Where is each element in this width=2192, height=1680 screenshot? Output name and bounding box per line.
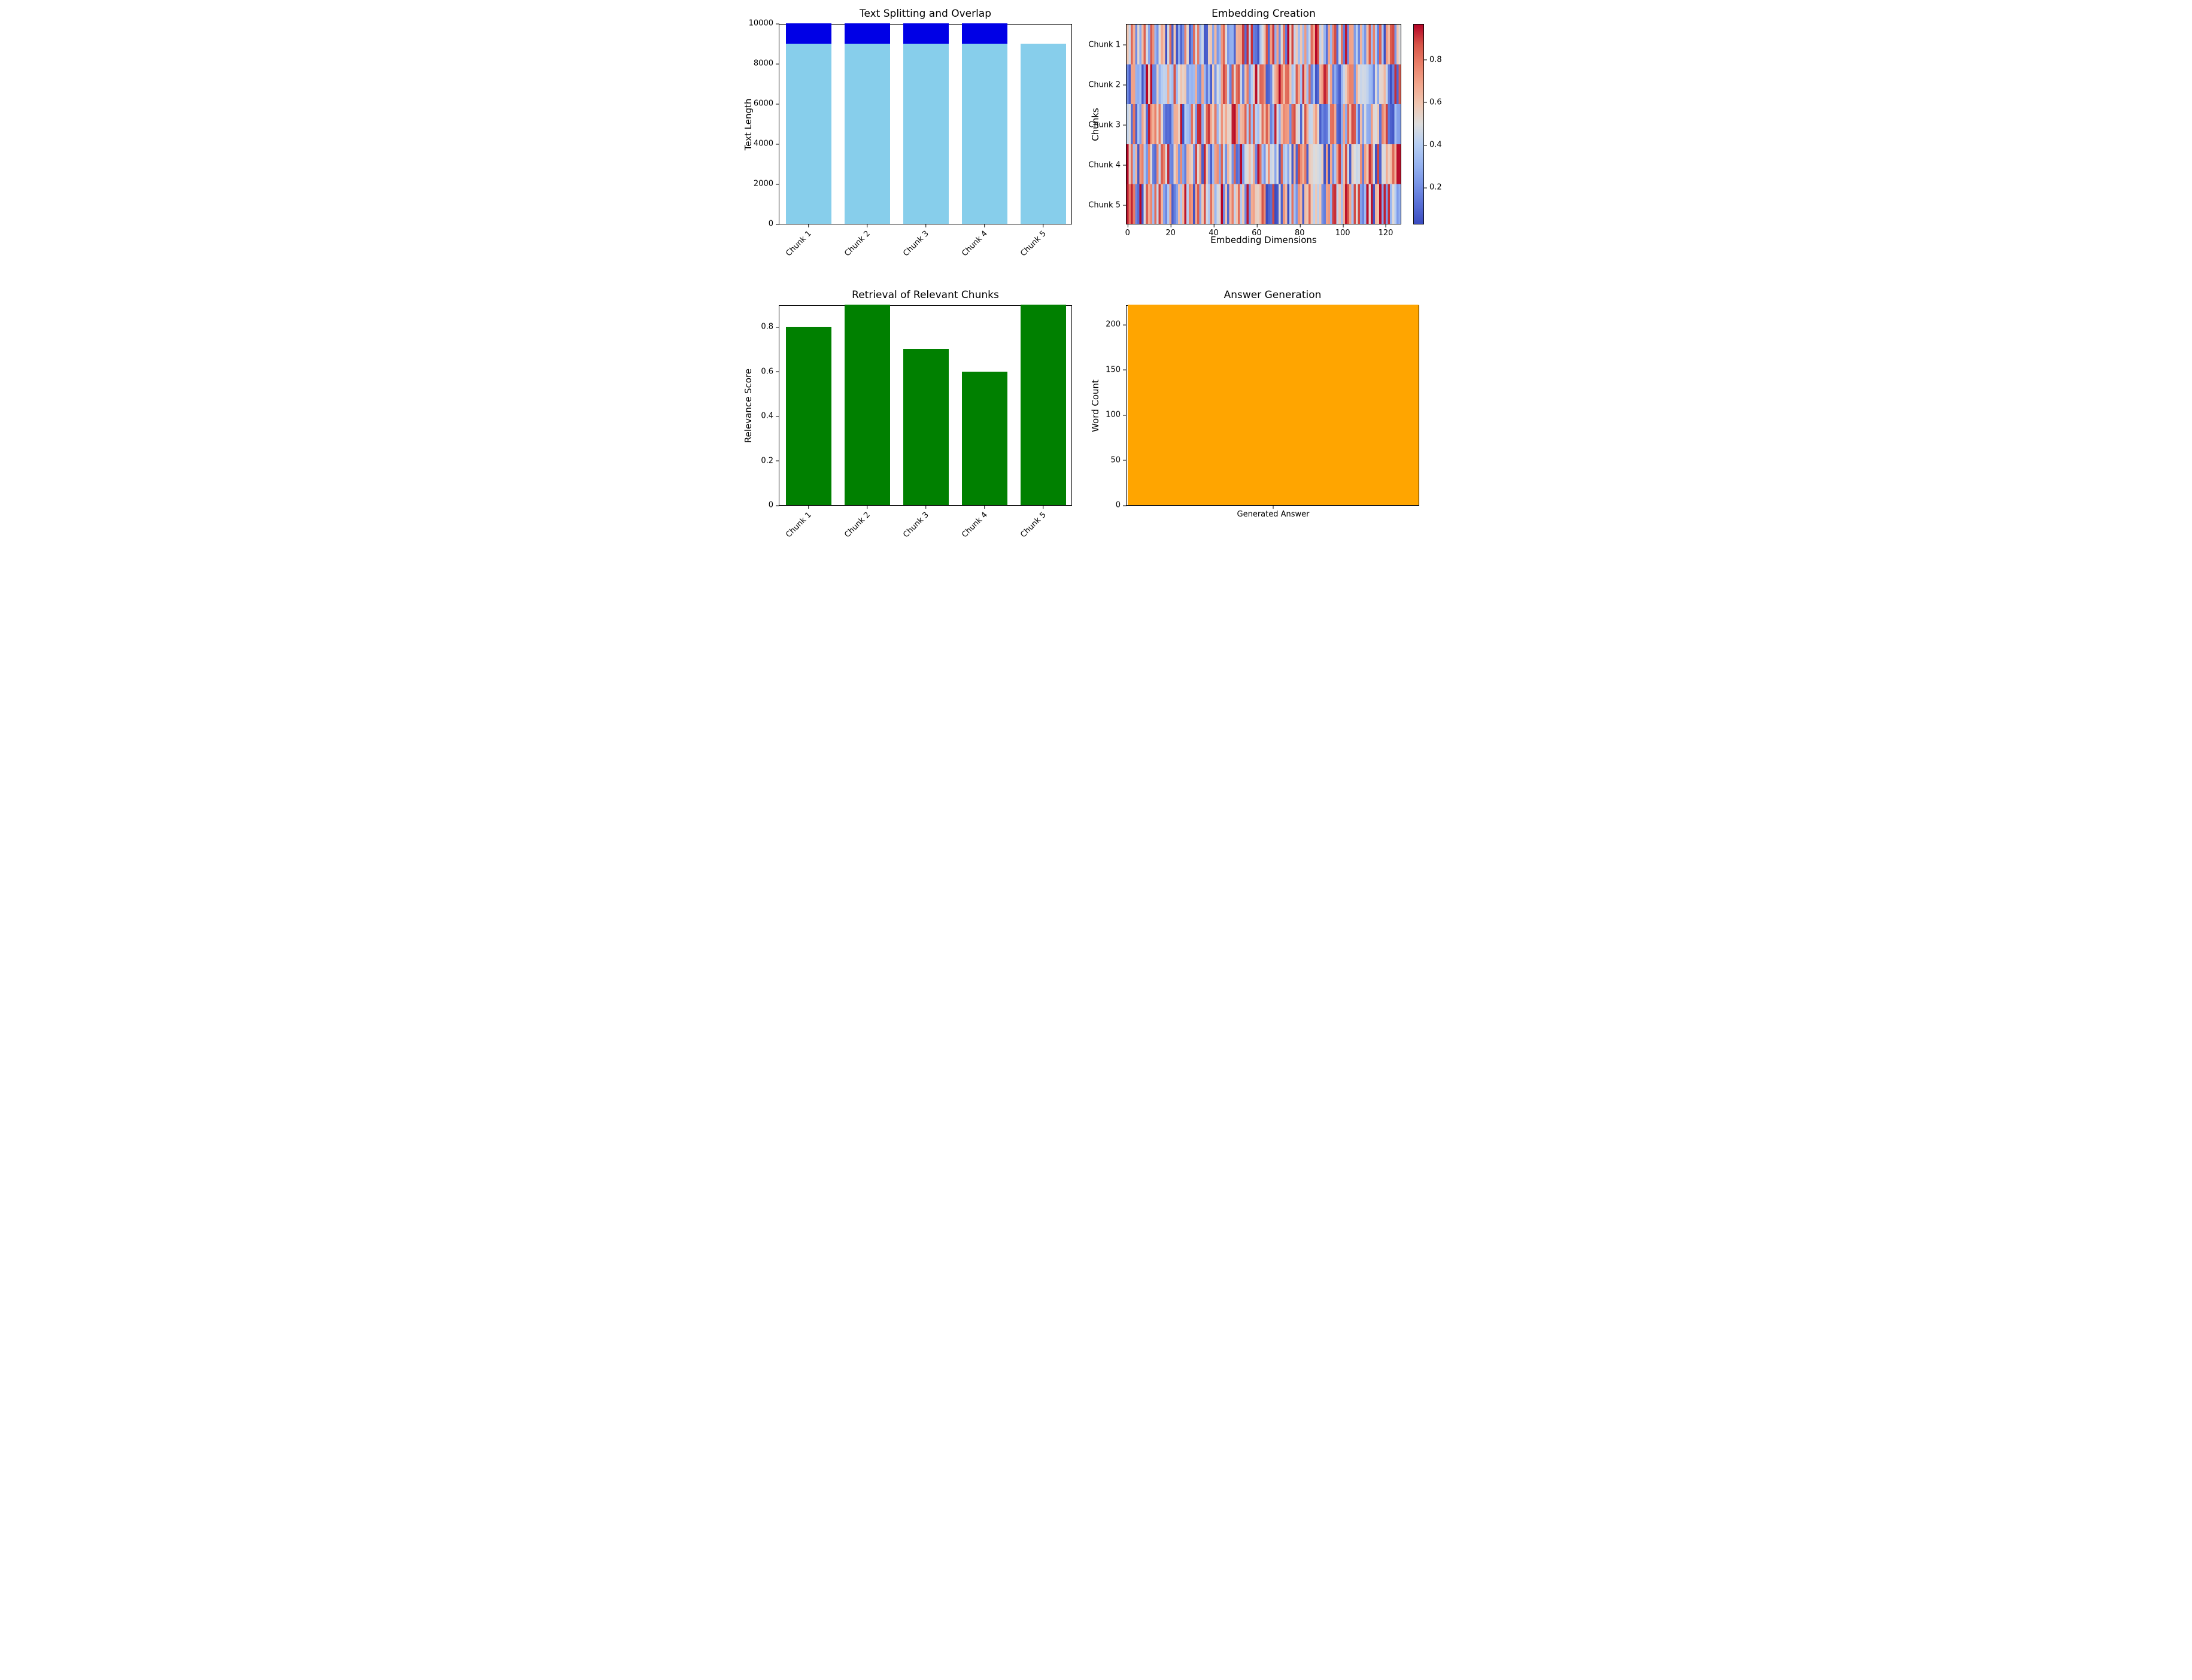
panel-embedding: Embedding CreationChunksEmbedding Dimens… [1126,24,1401,224]
colorbar-tick: 0.6 [1423,98,1442,107]
xtick: Chunk 5 [1011,505,1043,518]
xtick: Generated Answer [1237,505,1310,519]
panel-embedding-title: Embedding Creation [1127,8,1401,20]
panel-answer-generation: Answer GenerationWord Count050100150200G… [1126,305,1419,506]
xtick: Chunk 4 [952,224,985,236]
ylabel: Relevance Score [743,368,754,442]
xtick: Chunk 5 [1011,224,1043,236]
ytick: 0.4 [761,412,779,421]
bar [845,44,890,224]
xtick: 0 [1125,224,1130,238]
xtick: Chunk 3 [894,505,926,518]
bar [1021,44,1066,224]
colorbar-tick: 0.8 [1423,55,1442,64]
ytick: 200 [1106,320,1127,329]
bar [845,305,890,505]
bar [962,44,1007,224]
ytick: 50 [1110,455,1127,464]
colorbar-tick: 0.2 [1423,183,1442,192]
ytick: 0.6 [761,367,779,376]
ytick: 2000 [754,180,779,189]
bar [1128,305,1418,505]
ytick: 8000 [754,59,779,68]
bar [786,44,831,224]
panel-text-splitting: Text Splitting and OverlapText Length020… [779,24,1072,224]
panel-text-splitting-title: Text Splitting and Overlap [779,8,1071,20]
ylabel: Text Length [743,98,754,150]
ytick: Chunk 4 [1088,160,1127,169]
ytick: 4000 [754,139,779,148]
ytick: Chunk 5 [1088,200,1127,209]
bar [962,372,1007,505]
xtick: 40 [1209,224,1219,238]
xtick: Chunk 2 [835,505,867,518]
ytick: 0 [1116,501,1127,510]
colorbar-tick: 0.4 [1423,141,1442,150]
panel-answer-generation-title: Answer Generation [1127,289,1419,301]
xtick: 100 [1335,224,1350,238]
panel-retrieval-title: Retrieval of Relevant Chunks [779,289,1071,301]
ylabel: Word Count [1090,379,1101,432]
bar [1021,305,1066,505]
xtick: 120 [1379,224,1393,238]
bar [786,23,831,44]
ytick: Chunk 2 [1088,80,1127,89]
bar [845,23,890,44]
xtick: 60 [1252,224,1262,238]
ytick: 10000 [749,19,779,28]
ytick: 0.2 [761,456,779,465]
bar [903,23,949,44]
xtick: Chunk 1 [776,505,809,518]
xtick: 20 [1165,224,1176,238]
xtick: Chunk 3 [894,224,926,236]
figure: Text Splitting and Overlap Text Length 0 20… [731,0,1461,560]
panel-retrieval: Retrieval of Relevant ChunksRelevance Sc… [779,305,1072,506]
colorbar: 0.20.40.60.8 [1413,24,1424,224]
xtick: Chunk 4 [952,505,985,518]
ytick: 100 [1106,411,1127,420]
ytick: 0.8 [761,323,779,332]
ytick: Chunk 3 [1088,120,1127,129]
ytick: 6000 [754,99,779,108]
xtick: Chunk 2 [835,224,867,236]
heatmap [1127,25,1401,224]
bar [903,349,949,505]
xtick: Chunk 1 [776,224,809,236]
bar [786,327,831,505]
xtick: 80 [1295,224,1305,238]
bar [903,44,949,224]
bar [962,23,1007,44]
ytick: Chunk 1 [1088,40,1127,49]
ytick: 150 [1106,365,1127,374]
